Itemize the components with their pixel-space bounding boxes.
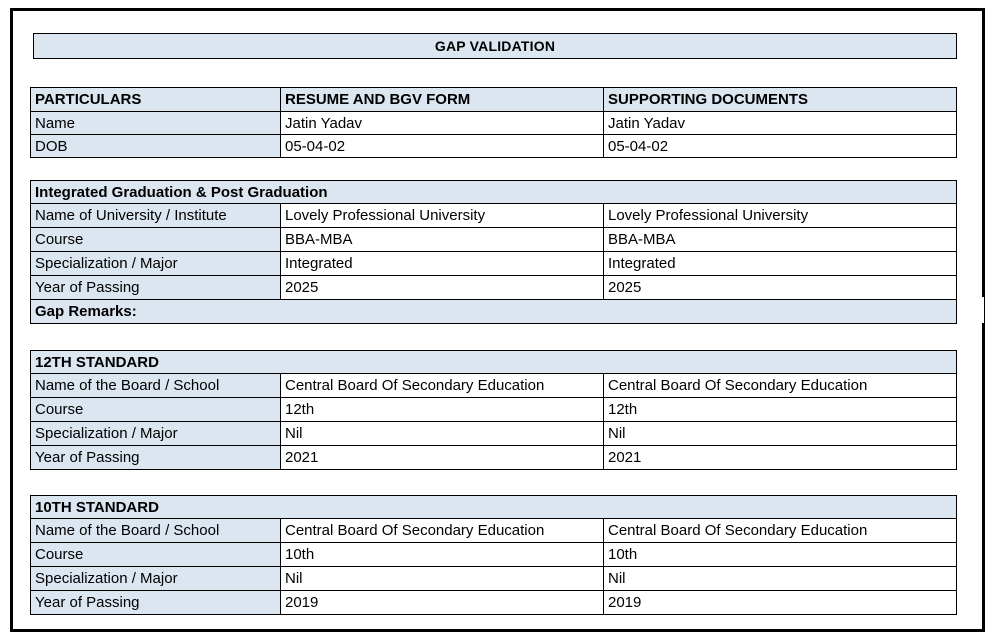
particulars-table-body: PARTICULARS RESUME AND BGV FORM SUPPORTING… bbox=[30, 87, 957, 158]
table-row: Name Jatin Yadav Jatin Yadav bbox=[30, 111, 957, 135]
document-title: GAP VALIDATION bbox=[434, 38, 556, 54]
particulars-header-row: PARTICULARS RESUME AND BGV FORM SUPPORTING… bbox=[30, 87, 957, 112]
gap-remarks-cell: Gap Remarks: bbox=[30, 299, 957, 324]
supporting-value-cell: Central Board Of Secondary Education bbox=[602, 518, 958, 543]
particulars-table: PARTICULARS RESUME AND BGV FORM SUPPORTING… bbox=[30, 87, 957, 158]
supporting-value-cell: 12th bbox=[602, 397, 958, 422]
supporting-value-cell: 2021 bbox=[602, 445, 958, 470]
row-label-cell: Year of Passing bbox=[30, 590, 281, 615]
resume-value-cell: Nil bbox=[280, 421, 604, 446]
row-label-cell: Specialization / Major bbox=[30, 251, 281, 276]
row-label-cell: Course bbox=[30, 227, 281, 252]
table-row: Year of Passing 2021 2021 bbox=[30, 445, 958, 470]
supporting-value-cell: 2025 bbox=[603, 275, 957, 300]
row-label-cell: Name of University / Institute bbox=[30, 203, 281, 228]
resume-value-cell: Nil bbox=[280, 566, 604, 591]
table-row: Course BBA-MBA BBA-MBA bbox=[30, 227, 957, 252]
resume-value-cell: 2021 bbox=[280, 445, 604, 470]
supporting-value-cell: Nil bbox=[602, 566, 958, 591]
row-label-cell: Name of the Board / School bbox=[30, 373, 281, 398]
section-table-10th-standard: 10TH STANDARD Name of the Board / School C… bbox=[29, 495, 958, 615]
supporting-value-cell: Jatin Yadav bbox=[603, 111, 957, 135]
table-row: Course 10th 10th bbox=[30, 542, 958, 567]
table-row: Course 12th 12th bbox=[30, 397, 958, 422]
section-table-12th-standard: 12TH STANDARD Name of the Board / School C… bbox=[29, 350, 958, 470]
supporting-value-cell: Nil bbox=[602, 421, 958, 446]
section-title-cell: Integrated Graduation & Post Graduation bbox=[30, 180, 957, 204]
border-gap-artifact bbox=[982, 297, 984, 323]
section-title-cell: 12TH STANDARD bbox=[29, 350, 958, 374]
table-row: Specialization / Major Integrated Integrat… bbox=[30, 251, 957, 276]
column-header-cell: SUPPORTING DOCUMENTS bbox=[603, 87, 957, 112]
table-row: Year of Passing 2019 2019 bbox=[30, 590, 958, 615]
table-row: Specialization / Major Nil Nil bbox=[30, 566, 958, 591]
row-label-cell: Year of Passing bbox=[30, 275, 281, 300]
row-label-cell: Course bbox=[30, 542, 281, 567]
resume-value-cell: Integrated bbox=[280, 251, 604, 276]
section-table-body: 10TH STANDARD Name of the Board / School C… bbox=[29, 495, 958, 615]
resume-value-cell: 12th bbox=[280, 397, 604, 422]
section-header-row: 10TH STANDARD bbox=[29, 495, 958, 519]
section-table-graduation: Integrated Graduation & Post Graduation N… bbox=[30, 180, 957, 324]
column-header-cell: RESUME AND BGV FORM bbox=[280, 87, 604, 112]
row-label-cell: DOB bbox=[30, 134, 281, 158]
supporting-value-cell: 05-04-02 bbox=[603, 134, 957, 158]
resume-value-cell: Lovely Professional University bbox=[280, 203, 604, 228]
resume-value-cell: 2025 bbox=[280, 275, 604, 300]
table-row: DOB 05-04-02 05-04-02 bbox=[30, 134, 957, 158]
section-table-body: 12TH STANDARD Name of the Board / School C… bbox=[29, 350, 958, 470]
supporting-value-cell: 10th bbox=[602, 542, 958, 567]
table-row: Name of University / Institute Lovely Pro… bbox=[30, 203, 957, 228]
table-row: Specialization / Major Nil Nil bbox=[30, 421, 958, 446]
section-header-row: Integrated Graduation & Post Graduation bbox=[30, 180, 957, 204]
section-header-row: 12TH STANDARD bbox=[29, 350, 958, 374]
column-header-cell: PARTICULARS bbox=[30, 87, 281, 112]
resume-value-cell: Jatin Yadav bbox=[280, 111, 604, 135]
supporting-value-cell: Central Board Of Secondary Education bbox=[602, 373, 958, 398]
resume-value-cell: 05-04-02 bbox=[280, 134, 604, 158]
section-title-cell: 10TH STANDARD bbox=[29, 495, 958, 519]
resume-value-cell: 10th bbox=[280, 542, 604, 567]
supporting-value-cell: Integrated bbox=[603, 251, 957, 276]
supporting-value-cell: 2019 bbox=[602, 590, 958, 615]
resume-value-cell: BBA-MBA bbox=[280, 227, 604, 252]
table-row: Name of the Board / School Central Board … bbox=[30, 373, 958, 398]
supporting-value-cell: Lovely Professional University bbox=[603, 203, 957, 228]
row-label-cell: Name bbox=[30, 111, 281, 135]
resume-value-cell: 2019 bbox=[280, 590, 604, 615]
supporting-value-cell: BBA-MBA bbox=[603, 227, 957, 252]
resume-value-cell: Central Board Of Secondary Education bbox=[280, 518, 604, 543]
table-row: Year of Passing 2025 2025 bbox=[30, 275, 957, 300]
gap-remarks-row: Gap Remarks: bbox=[30, 299, 957, 324]
section-table-body: Integrated Graduation & Post Graduation N… bbox=[30, 180, 957, 324]
row-label-cell: Year of Passing bbox=[30, 445, 281, 470]
document-title-banner: GAP VALIDATION bbox=[33, 33, 957, 59]
row-label-cell: Course bbox=[30, 397, 281, 422]
resume-value-cell: Central Board Of Secondary Education bbox=[280, 373, 604, 398]
row-label-cell: Name of the Board / School bbox=[30, 518, 281, 543]
row-label-cell: Specialization / Major bbox=[30, 566, 281, 591]
table-row: Name of the Board / School Central Board … bbox=[30, 518, 958, 543]
row-label-cell: Specialization / Major bbox=[30, 421, 281, 446]
